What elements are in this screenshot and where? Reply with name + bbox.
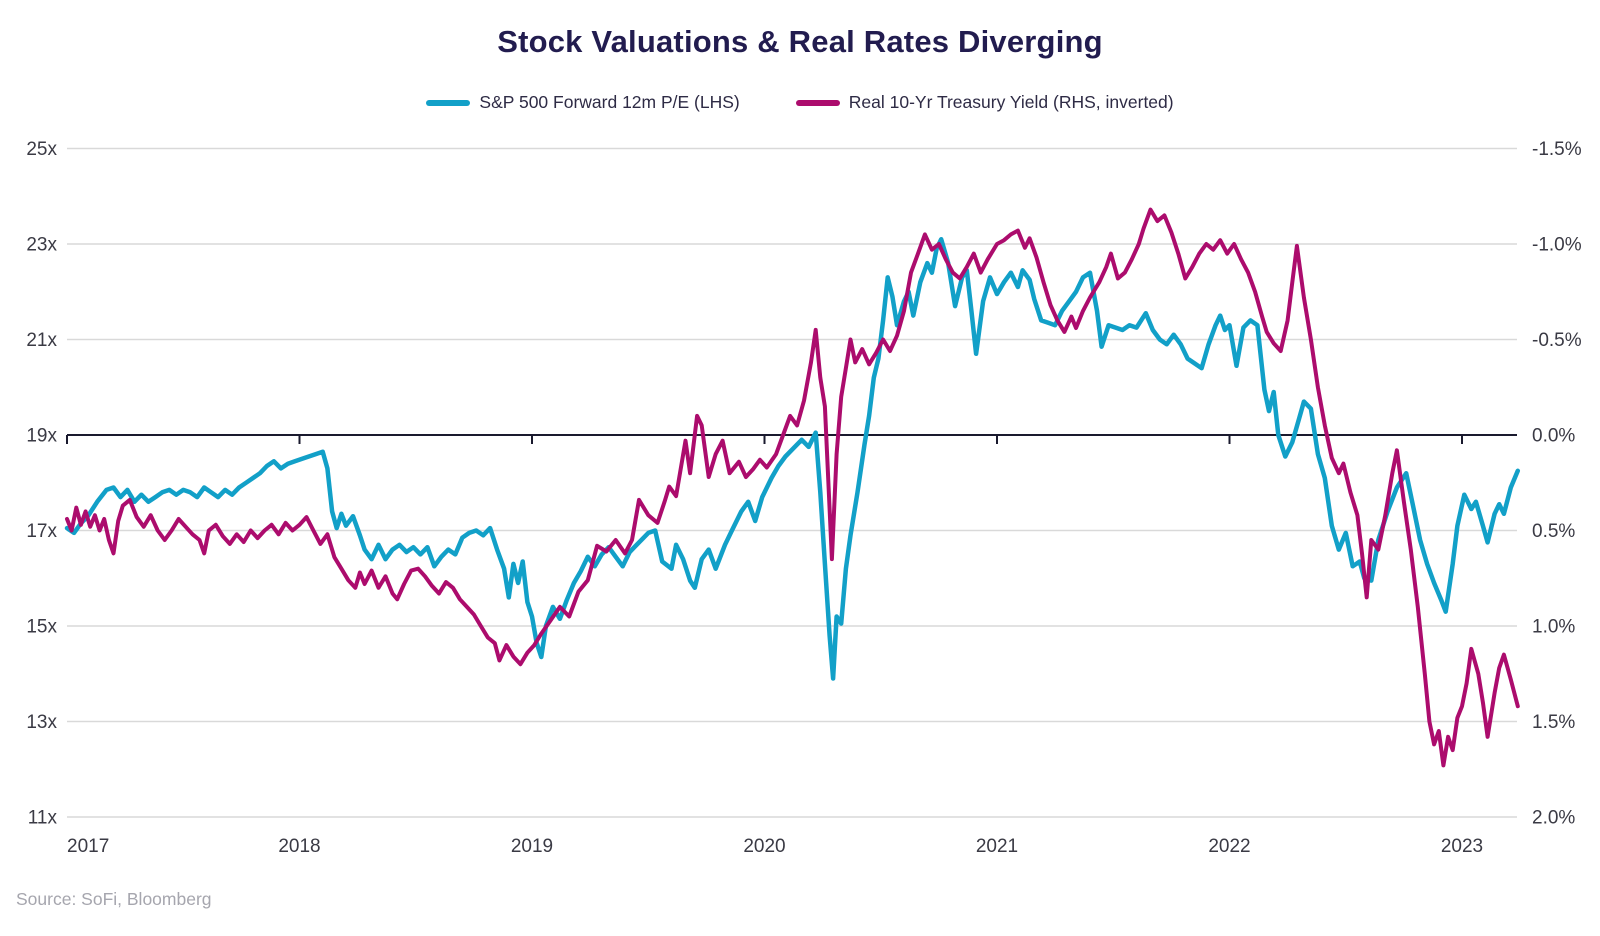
left-axis-tick-label: 11x <box>28 808 58 829</box>
x-axis-tick-label: 2021 <box>976 836 1018 857</box>
yield-series-swatch-icon <box>795 99 840 106</box>
source-note: Source: SoFi, Bloomberg <box>16 889 212 909</box>
x-axis-tick-label: 2023 <box>1441 836 1483 857</box>
left-axis-tick-label: 13x <box>26 712 57 733</box>
pe-series-swatch-icon <box>426 99 471 106</box>
left-axis-tick-label: 23x <box>26 235 57 256</box>
yield-series-label: Real 10-Yr Treasury Yield (RHS, inverted… <box>848 92 1174 112</box>
left-axis-tick-label: 17x <box>26 521 57 542</box>
x-axis-tick-label: 2020 <box>743 836 785 857</box>
right-axis-tick-label: 1.5% <box>1532 712 1575 733</box>
legend-item-pe: S&P 500 Forward 12m P/E (LHS) <box>426 92 740 113</box>
left-axis-tick-label: 15x <box>26 617 57 638</box>
right-axis-tick-label: -1.5% <box>1532 139 1582 160</box>
x-axis-tick-label: 2022 <box>1208 836 1250 857</box>
real-yield-series-line <box>65 207 1520 768</box>
page-title: Stock Valuations & Real Rates Diverging <box>497 24 1103 59</box>
right-axis-tick-label: 0.5% <box>1532 521 1575 542</box>
right-axis-tick-label: 2.0% <box>1532 808 1575 829</box>
x-axis-tick-label: 2018 <box>278 836 320 857</box>
left-axis-tick-label: 21x <box>26 330 57 351</box>
chart-legend: S&P 500 Forward 12m P/E (LHS) Real 10-Yr… <box>0 92 1600 113</box>
right-axis-tick-label: -1.0% <box>1532 235 1582 256</box>
pe-series-line <box>64 236 1521 681</box>
x-axis-tick-label: 2019 <box>511 836 553 857</box>
right-axis-tick-label: -0.5% <box>1532 330 1582 351</box>
right-axis-tick-label: 0.0% <box>1532 426 1575 447</box>
right-axis-tick-label: 1.0% <box>1532 617 1575 638</box>
left-axis-tick-label: 19x <box>26 426 57 447</box>
pe-series-label: S&P 500 Forward 12m P/E (LHS) <box>479 92 740 112</box>
left-axis-tick-label: 25x <box>26 139 57 160</box>
legend-item-yield: Real 10-Yr Treasury Yield (RHS, inverted… <box>795 92 1174 113</box>
x-axis-tick-label: 2017 <box>67 836 109 857</box>
